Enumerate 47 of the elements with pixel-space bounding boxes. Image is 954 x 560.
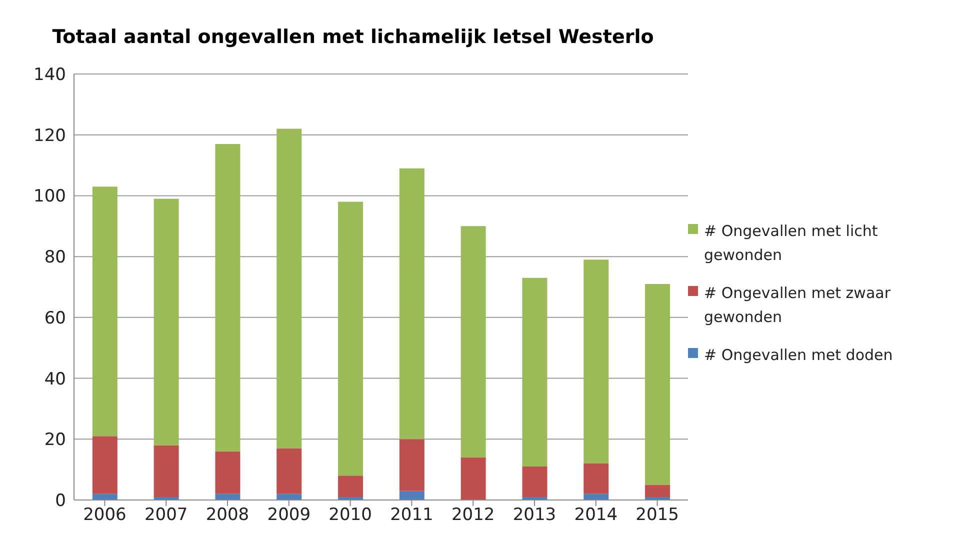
bar [92,494,118,500]
y-tick-label: 100 [34,186,66,207]
bar [645,484,670,497]
x-tick-label: 2013 [512,505,556,526]
bar [338,202,364,476]
bar [584,494,609,500]
y-tick-label: 40 [44,369,66,390]
bar [215,451,240,494]
bar [522,466,548,497]
x-tick-label: 2009 [267,505,311,526]
bar [338,476,364,497]
bar [645,284,670,485]
y-tick-label: 140 [34,65,66,86]
y-tick-label: 20 [44,430,66,450]
bar [399,439,424,491]
x-tick-label: 2008 [206,505,250,526]
bar [276,128,302,448]
bar [522,278,548,467]
bar [215,494,240,500]
bar [154,445,179,497]
bar [584,260,609,464]
bar [215,144,240,452]
chart-title: Totaal aantal ongevallen met lichamelijk letsel Westerlo [51,26,655,50]
x-tick-label: 2007 [144,505,188,526]
bar [584,463,609,494]
y-tick-label: 0 [55,491,66,512]
x-tick-label: 2011 [390,505,434,526]
x-tick-label: 2010 [328,505,372,526]
x-tick-label: 2015 [636,505,679,526]
legend-label: # Ongevallen met zwaar gewonden [704,283,892,328]
bar [92,186,118,436]
legend-label: # Ongevallen met doden [704,345,893,366]
bar [154,198,179,446]
x-tick-label: 2012 [451,505,495,526]
x-tick-label: 2006 [83,505,126,526]
y-tick-label: 120 [34,126,66,146]
bar [276,494,302,500]
bar [399,168,424,440]
bar [460,226,486,458]
y-tick-label: 80 [44,248,66,268]
y-tick-label: 60 [44,308,66,328]
bar [92,436,118,494]
bar [399,490,424,500]
bar [276,448,302,494]
legend-label: # Ongevallen met licht gewonden [704,221,879,266]
bar [460,457,486,500]
x-tick-label: 2014 [574,505,618,526]
